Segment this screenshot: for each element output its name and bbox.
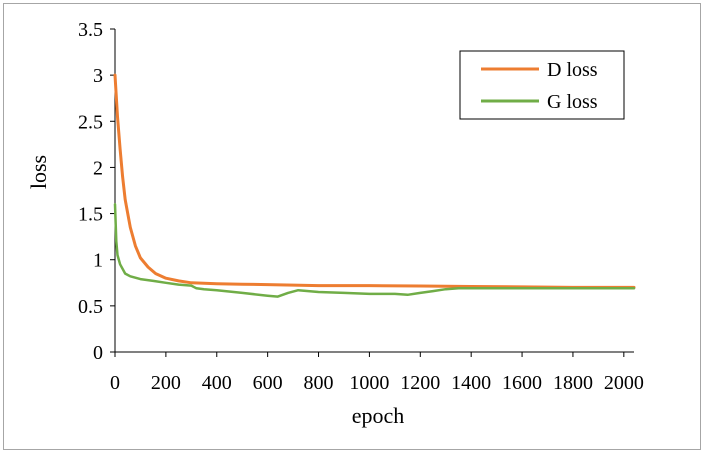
x-tick-label: 2000 (604, 372, 644, 394)
x-tick-label: 0 (110, 372, 120, 394)
x-tick-label: 1800 (553, 372, 593, 394)
x-tick-label: 1200 (400, 372, 440, 394)
x-tick-label: 400 (202, 372, 232, 394)
x-tick-label: 1000 (349, 372, 389, 394)
legend-box (459, 50, 625, 120)
y-tick-label: 3.5 (78, 19, 103, 41)
series-line-g-loss (113, 203, 636, 298)
y-axis-title: loss (26, 155, 51, 189)
x-tick-label: 200 (151, 372, 181, 394)
x-axis-title: epoch (352, 403, 405, 428)
x-tick-label: 1400 (451, 372, 491, 394)
series-layer (113, 73, 636, 298)
y-tick-label: 2.5 (78, 111, 103, 133)
y-tick-label: 1 (93, 250, 103, 272)
x-tick-label: 600 (253, 372, 283, 394)
y-tick-label: 3 (93, 65, 103, 87)
legend-label-g-loss: G loss (547, 91, 598, 113)
legend: D loss G loss (459, 50, 625, 120)
axes: 0 0.5 1 1.5 2 2.5 3 3.5 0 200 400 600 800 1000 1200 140… (78, 19, 644, 394)
y-tick-label: 0 (93, 342, 103, 364)
legend-label-d-loss: D loss (547, 59, 598, 81)
y-tick-label: 0.5 (78, 296, 103, 318)
x-tick-label: 1600 (502, 372, 542, 394)
y-tick-label: 1.5 (78, 204, 103, 226)
y-tick-label: 2 (93, 157, 103, 179)
series-line-d-loss (113, 73, 636, 289)
x-tick-label: 800 (304, 372, 334, 394)
